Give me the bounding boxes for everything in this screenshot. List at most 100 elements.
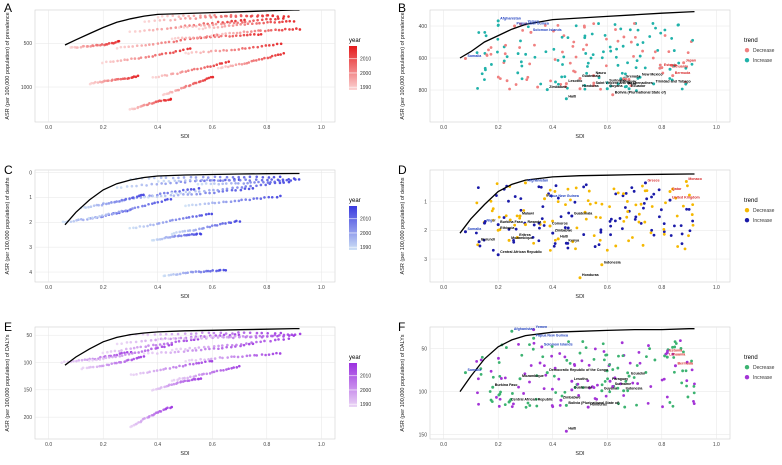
country-point bbox=[574, 186, 578, 190]
trajectory-point bbox=[236, 186, 239, 189]
country-label: Haiti bbox=[568, 94, 576, 98]
trajectory-point bbox=[214, 49, 218, 52]
trajectory-point bbox=[203, 202, 207, 206]
trajectory-point bbox=[219, 331, 223, 335]
country-point bbox=[509, 397, 513, 401]
trajectory-point bbox=[132, 357, 136, 361]
trajectory-point bbox=[242, 175, 246, 179]
trajectory-point bbox=[282, 15, 286, 18]
x-axis-title: SDI bbox=[575, 451, 585, 457]
trajectory-point bbox=[141, 204, 144, 208]
x-tick-label: 0.0 bbox=[440, 125, 447, 131]
labeled-country-point bbox=[548, 224, 552, 228]
trajectory-point bbox=[226, 65, 230, 69]
country-label: Solomon Islands bbox=[533, 28, 562, 32]
country-point bbox=[679, 224, 683, 228]
trajectory-point bbox=[224, 182, 228, 185]
x-tick-label: 0.6 bbox=[209, 442, 216, 448]
trajectory-point bbox=[92, 44, 95, 48]
labeled-country-point bbox=[668, 67, 672, 71]
trajectory-point bbox=[237, 364, 241, 368]
trajectory-point bbox=[212, 335, 216, 339]
labeled-country-point bbox=[564, 82, 568, 86]
country-label: Malawi bbox=[522, 211, 534, 215]
trajectory-point bbox=[203, 358, 206, 362]
country-point bbox=[502, 59, 506, 63]
country-point bbox=[476, 186, 480, 190]
country-point bbox=[528, 380, 531, 384]
country-label: Saint Vincent and the Grenadines bbox=[596, 81, 653, 85]
trajectory-point bbox=[136, 205, 140, 209]
trajectory-point bbox=[140, 350, 144, 353]
trajectory-point bbox=[170, 405, 174, 409]
country-point bbox=[625, 215, 629, 219]
country-point bbox=[545, 193, 549, 197]
country-point bbox=[632, 376, 636, 379]
country-point bbox=[614, 192, 618, 196]
trajectory-point bbox=[238, 335, 241, 339]
labeled-country-point bbox=[592, 74, 596, 78]
country-point bbox=[685, 384, 688, 388]
trajectory-point bbox=[255, 354, 259, 357]
trajectory-point bbox=[162, 342, 166, 346]
trajectory-point bbox=[245, 354, 249, 358]
trajectory-point bbox=[168, 236, 172, 239]
trajectory-point bbox=[175, 181, 178, 185]
trajectory-point bbox=[167, 92, 170, 95]
trajectory-point bbox=[208, 188, 211, 192]
trajectory-point bbox=[278, 179, 281, 183]
trajectory-point bbox=[113, 200, 116, 204]
legend-title: trend bbox=[744, 198, 758, 204]
country-point bbox=[572, 69, 575, 73]
country-point bbox=[602, 350, 606, 353]
trajectory-point bbox=[112, 41, 115, 45]
country-point bbox=[674, 196, 678, 200]
country-label: Grenada bbox=[626, 74, 642, 78]
country-point bbox=[641, 41, 645, 44]
country-point bbox=[619, 27, 623, 31]
country-point bbox=[520, 353, 524, 357]
trajectory-point bbox=[95, 358, 98, 362]
trajectory-point bbox=[160, 182, 163, 185]
country-point bbox=[672, 64, 676, 68]
trajectory-point bbox=[281, 180, 285, 183]
trajectory-point bbox=[233, 199, 237, 203]
country-label: Burkina Faso bbox=[500, 220, 524, 224]
trajectory-point bbox=[219, 179, 222, 182]
trajectory-point bbox=[259, 29, 262, 32]
country-point bbox=[620, 227, 624, 231]
country-point bbox=[647, 344, 650, 347]
trajectory-point bbox=[199, 232, 203, 236]
trajectory-point bbox=[146, 103, 149, 107]
trajectory-point bbox=[224, 178, 227, 182]
trajectory-point bbox=[190, 68, 194, 72]
trajectory-point bbox=[123, 58, 126, 62]
trajectory-point bbox=[214, 33, 217, 37]
trajectory-point bbox=[187, 52, 190, 55]
trajectory-point bbox=[172, 382, 176, 386]
trajectory-point bbox=[212, 370, 216, 374]
country-point bbox=[554, 184, 558, 188]
country-point bbox=[503, 376, 507, 380]
trajectory-point bbox=[115, 361, 118, 365]
country-point bbox=[638, 361, 642, 365]
trajectory-point bbox=[216, 188, 219, 192]
country-label: Guyana bbox=[609, 84, 623, 88]
trajectory-point bbox=[279, 194, 282, 198]
trajectory-point bbox=[248, 198, 252, 202]
trajectory-point bbox=[168, 367, 172, 370]
country-point bbox=[525, 78, 529, 82]
country-point bbox=[512, 402, 515, 406]
trajectory-point bbox=[98, 358, 102, 361]
trajectory-point bbox=[217, 344, 220, 348]
labeled-country-point bbox=[545, 88, 549, 92]
legend-title: trend bbox=[744, 38, 758, 44]
country-point bbox=[639, 222, 643, 225]
country-point bbox=[687, 234, 690, 238]
trajectory-point bbox=[164, 99, 168, 102]
trajectory-point bbox=[117, 349, 121, 353]
country-point bbox=[673, 340, 677, 344]
trajectory-point bbox=[156, 337, 160, 341]
trajectory-point bbox=[60, 361, 63, 365]
trajectory-point bbox=[248, 354, 252, 357]
